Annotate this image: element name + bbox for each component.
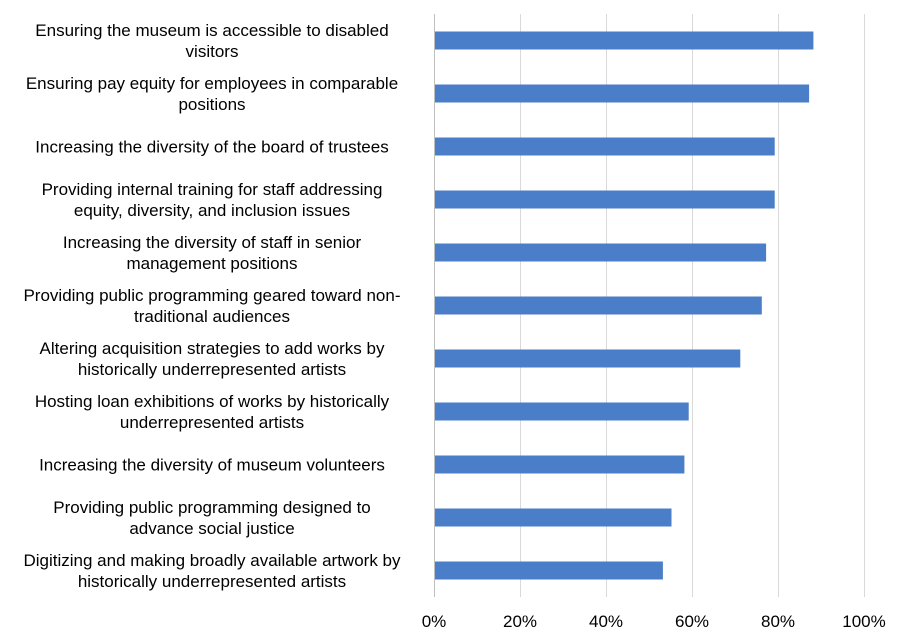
x-tick-label: 100% [842,612,885,631]
bar [435,561,663,580]
bar [435,84,810,103]
x-tick-label: 20% [503,612,537,631]
category-label: Hosting loan exhibitions of works by his… [35,392,390,432]
category-label: Increasing the diversity of museum volun… [39,456,385,475]
category-label: Altering acquisition strategies to add w… [40,339,385,379]
x-tick-label: 60% [675,612,709,631]
x-tick-label: 80% [761,612,795,631]
category-label: Providing public programming designed to… [53,498,371,538]
category-label: Increasing the diversity of staff in sen… [63,233,362,273]
bar [435,402,689,421]
bar [435,296,762,315]
category-label: Digitizing and making broadly available … [23,551,401,591]
category-label: Ensuring pay equity for employees in com… [26,74,398,114]
category-label: Providing internal training for staff ad… [42,180,383,220]
x-tick-label: 40% [589,612,623,631]
bar [435,508,672,527]
bar [435,190,775,209]
category-label: Increasing the diversity of the board of… [35,138,388,157]
bar [435,349,741,368]
bar [435,31,814,50]
bar [435,455,685,474]
category-label: Ensuring the museum is accessible to dis… [35,21,388,61]
x-tick-label: 0% [422,612,447,631]
bar [435,137,775,156]
bar [435,243,767,262]
category-label: Providing public programming geared towa… [23,286,400,326]
